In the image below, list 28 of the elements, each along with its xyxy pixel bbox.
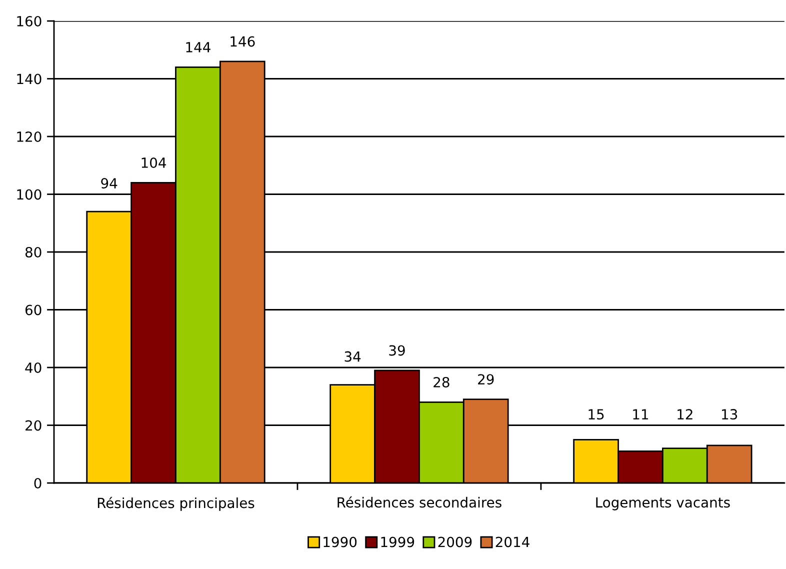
y-tick-label: 100 [17, 189, 42, 200]
data-label: 13 [722, 409, 738, 420]
y-tick-label: 20 [26, 420, 42, 431]
data-label: 144 [186, 42, 210, 52]
y-tick-label: 0 [34, 478, 42, 488]
legend-label: 2009 [438, 536, 472, 548]
data-label: 28 [434, 376, 450, 388]
y-tick-label: 120 [17, 131, 42, 142]
data-label: 12 [678, 409, 692, 420]
y-tick-label: 60 [25, 304, 42, 316]
data-label: 15 [588, 409, 604, 420]
y-tick-label: 40 [25, 362, 42, 373]
data-label: 11 [633, 409, 648, 420]
y-tick-label: 140 [17, 74, 42, 84]
x-tick-label: Résidences principales [98, 496, 254, 511]
x-tick-label: Résidences secondaires [338, 496, 502, 508]
x-tick-label: Logements vacants [596, 497, 730, 510]
data-label: 39 [389, 345, 405, 356]
legend-label: 2014 [496, 536, 530, 548]
data-label: 104 [142, 158, 166, 168]
data-label: 34 [344, 351, 361, 362]
data-label: 94 [101, 178, 118, 189]
data-label: 29 [478, 374, 494, 385]
y-tick-label: 80 [25, 246, 42, 258]
y-tick-label: 160 [17, 16, 42, 26]
data-label: 146 [230, 36, 255, 47]
legend-label: 1990 [324, 536, 357, 548]
legend-label: 1999 [381, 536, 414, 548]
